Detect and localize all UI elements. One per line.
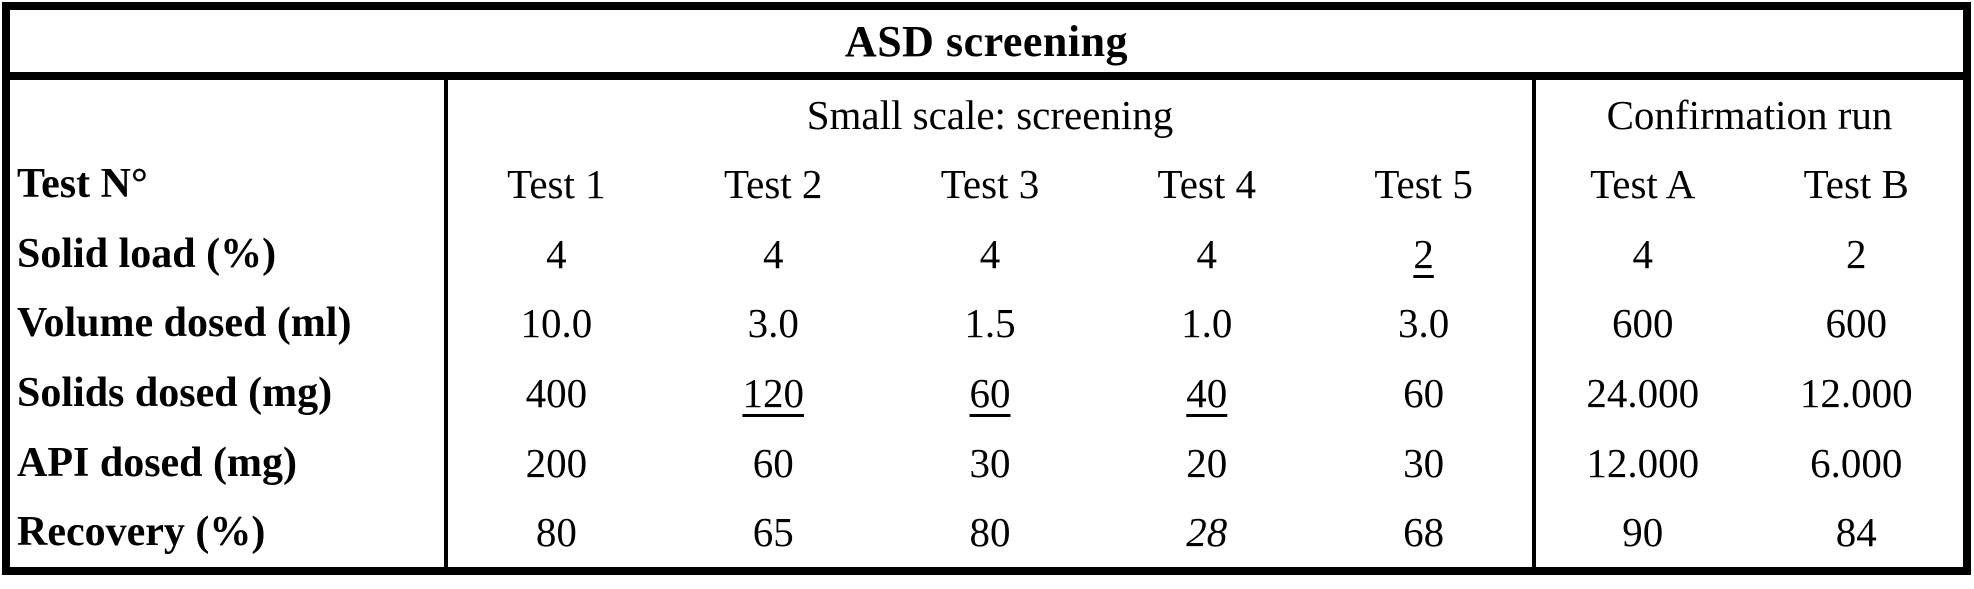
cell-recovery-test-5: 68 [1403,509,1445,556]
cell-api-dosed-test-4: 20 [1186,439,1228,486]
cell-solid-load-test-5: 2 [1413,230,1434,277]
cell-recovery-test-a: 90 [1622,509,1664,556]
cell-recovery-test-b: 84 [1835,509,1877,556]
cell-solid-load-test-2: 4 [762,230,784,277]
cell-solids-dosed-test-1: 400 [525,370,588,417]
cell-api-dosed-test-3: 30 [969,439,1011,486]
cell-solids-dosed-test-3: 60 [969,370,1011,417]
table-body: Test N° Solid load (%) Volume dosed (ml)… [10,80,1963,567]
cell-volume-dosed-test-a: 600 [1612,300,1674,347]
corner-cell [10,80,444,150]
col-header-test-1: Test 1 [507,161,606,208]
small-scale-section: Small scale: screening Test 1 Test 2 Tes… [444,80,1532,567]
row-label-recovery: Recovery (%) [17,509,266,556]
cell-recovery-test-3: 80 [969,509,1011,556]
cell-recovery-test-4: 28 [1186,509,1228,556]
cell-solids-dosed-test-4: 40 [1186,370,1228,417]
cell-solids-dosed-test-5: 60 [1403,370,1445,417]
cell-api-dosed-test-5: 30 [1403,439,1445,486]
row-label-test-no: Test N° [17,161,148,208]
cell-api-dosed-test-2: 60 [752,439,794,486]
col-header-test-3: Test 3 [940,161,1040,208]
cell-solids-dosed-test-2: 120 [742,370,804,417]
cell-solids-dosed-test-b: 12.000 [1799,370,1913,417]
confirmation-section: Confirmation run Test A Test B 4 2 600 6… [1532,80,1963,567]
col-header-test-4: Test 4 [1157,161,1257,208]
row-label-solids-dosed: Solids dosed (mg) [17,370,333,417]
cell-volume-dosed-test-1: 10.0 [520,300,593,347]
cell-volume-dosed-test-b: 600 [1825,300,1888,347]
group-header-small-scale: Small scale: screening [806,91,1174,138]
row-label-api-dosed: API dosed (mg) [17,439,297,486]
col-header-test-a: Test A [1590,161,1696,208]
row-label-solid-load: Solid load (%) [17,230,277,277]
cell-solid-load-test-a: 4 [1632,230,1654,277]
col-header-test-b: Test B [1803,161,1909,208]
asd-screening-table: ASD screening Test N° Solid load (%) Vol… [2,2,1971,575]
cell-api-dosed-test-1: 200 [525,439,588,486]
cell-api-dosed-test-a: 12.000 [1586,439,1700,486]
cell-recovery-test-1: 80 [535,509,577,556]
cell-volume-dosed-test-3: 1.5 [964,300,1016,347]
cell-volume-dosed-test-2: 3.0 [747,300,799,347]
row-label-volume-dosed: Volume dosed (ml) [17,300,352,347]
col-header-test-5: Test 5 [1374,161,1473,208]
table-title: ASD screening [10,10,1963,80]
cell-solids-dosed-test-a: 24.000 [1586,370,1700,417]
col-header-test-2: Test 2 [723,161,823,208]
cell-volume-dosed-test-5: 3.0 [1397,300,1450,347]
cell-solid-load-test-4: 4 [1196,230,1218,277]
row-label-column: Test N° Solid load (%) Volume dosed (ml)… [10,80,444,567]
cell-api-dosed-test-b: 6.000 [1810,439,1903,486]
cell-solid-load-test-1: 4 [546,230,567,277]
cell-recovery-test-2: 65 [752,509,794,556]
cell-solid-load-test-3: 4 [979,230,1001,277]
group-header-confirmation: Confirmation run [1606,91,1893,138]
cell-solid-load-test-b: 2 [1846,230,1867,277]
cell-volume-dosed-test-4: 1.0 [1181,300,1233,347]
